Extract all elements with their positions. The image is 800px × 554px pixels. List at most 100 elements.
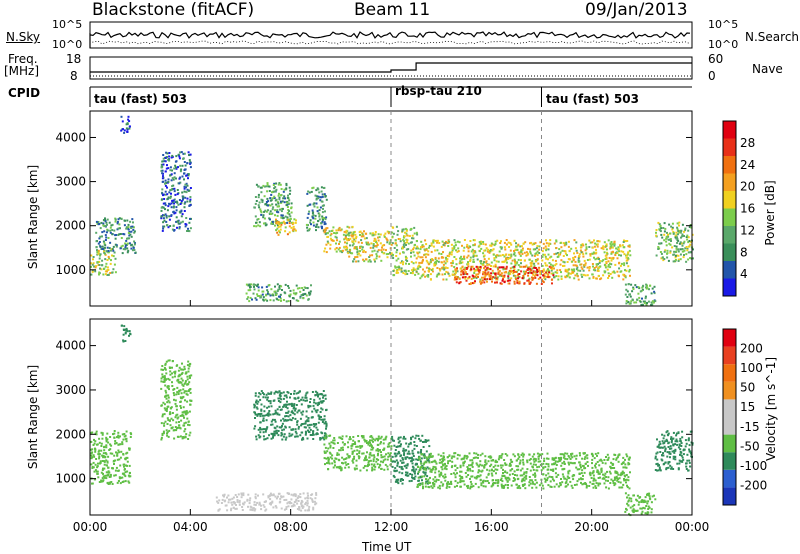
scatter-point xyxy=(399,444,402,447)
scatter-point xyxy=(304,292,307,295)
scatter-point xyxy=(114,459,117,462)
scatter-point xyxy=(445,256,447,259)
scatter-point xyxy=(291,410,294,413)
scatter-point xyxy=(511,468,514,471)
scatter-point xyxy=(167,399,170,402)
scatter-point xyxy=(96,466,99,469)
scatter-point xyxy=(588,246,591,248)
scatter-point xyxy=(346,242,348,245)
scatter-point xyxy=(541,259,544,262)
scatter-point xyxy=(429,273,432,276)
scatter-point xyxy=(272,299,275,302)
scatter-point xyxy=(256,293,259,296)
scatter-point xyxy=(167,377,170,380)
scatter-point xyxy=(119,443,122,446)
scatter-point xyxy=(501,485,503,488)
scatter-point xyxy=(405,270,408,273)
scatter-point xyxy=(432,478,435,481)
scatter-point xyxy=(307,406,310,409)
scatter-point xyxy=(352,231,355,234)
scatter-point xyxy=(549,239,552,242)
scatter-point xyxy=(671,228,674,231)
scatter-point xyxy=(117,449,120,452)
scatter-point xyxy=(106,438,109,441)
scatter-point xyxy=(542,253,545,256)
scatter-point xyxy=(491,269,494,272)
scatter-point xyxy=(444,473,447,476)
scatter-point xyxy=(317,220,320,223)
scatter-point xyxy=(428,244,431,247)
scatter-point xyxy=(541,484,544,487)
scatter-point xyxy=(106,461,109,464)
scatter-point xyxy=(528,484,531,487)
scatter-point xyxy=(106,229,109,232)
scatter-point xyxy=(319,393,322,396)
scatter-point xyxy=(596,471,599,473)
scatter-point xyxy=(470,265,473,268)
scatter-point xyxy=(560,464,563,467)
scatter-point xyxy=(455,249,457,252)
scatter-point xyxy=(184,421,187,424)
scatter-point xyxy=(328,434,331,437)
scatter-point xyxy=(592,479,595,482)
scatter-point xyxy=(255,183,258,186)
scatter-point xyxy=(167,205,170,208)
scatter-point xyxy=(436,259,438,262)
scatter-point xyxy=(422,454,425,457)
scatter-point xyxy=(683,235,685,237)
scatter-point xyxy=(501,275,504,278)
scatter-point xyxy=(556,460,559,463)
scatter-point xyxy=(513,455,516,458)
scatter-point xyxy=(507,257,510,260)
scatter-point xyxy=(286,400,288,403)
scatter-point xyxy=(300,424,303,427)
scatter-point xyxy=(602,274,605,277)
scatter-point xyxy=(404,231,406,234)
scatter-point xyxy=(270,288,273,291)
scatter-point xyxy=(427,478,430,481)
scatter-point xyxy=(507,271,510,274)
scatter-point xyxy=(187,438,190,440)
scatter-point xyxy=(254,297,257,300)
scatter-point xyxy=(443,260,446,263)
scatter-point xyxy=(325,227,328,230)
scatter-point xyxy=(291,417,294,420)
scatter-point xyxy=(509,272,512,275)
scatter-point xyxy=(100,449,103,452)
scatter-point xyxy=(597,270,600,272)
scatter-point xyxy=(452,270,455,273)
scatter-point xyxy=(676,237,679,240)
scatter-point xyxy=(163,225,166,228)
scatter-point xyxy=(389,241,392,244)
scatter-point xyxy=(417,466,419,468)
scatter-point xyxy=(266,289,269,292)
scatter-point xyxy=(281,221,283,224)
scatter-point xyxy=(660,227,663,230)
scatter-point xyxy=(435,478,438,481)
scatter-point xyxy=(249,289,252,292)
scatter-point xyxy=(326,462,328,465)
scatter-point xyxy=(262,431,265,434)
scatter-point xyxy=(501,279,504,282)
scatter-point xyxy=(446,260,449,263)
scatter-point xyxy=(113,459,115,462)
scatter-point xyxy=(517,269,520,271)
scatter-point xyxy=(110,259,112,262)
scatter-point xyxy=(529,262,532,265)
scatter-point xyxy=(341,251,344,254)
scatter-point xyxy=(318,191,321,194)
scatter-point xyxy=(497,268,500,271)
scatter-point xyxy=(575,466,578,469)
scatter-point xyxy=(121,476,124,479)
scatter-point xyxy=(397,438,400,441)
scatter-point xyxy=(317,212,320,215)
scatter-point xyxy=(566,475,569,478)
scatter-point xyxy=(361,436,364,439)
scatter-point xyxy=(162,202,165,205)
scatter-point xyxy=(473,452,476,455)
scatter-point xyxy=(431,267,434,270)
scatter-point xyxy=(597,471,600,474)
scatter-point xyxy=(268,392,270,395)
scatter-point xyxy=(368,256,371,258)
scatter-point xyxy=(401,468,404,471)
